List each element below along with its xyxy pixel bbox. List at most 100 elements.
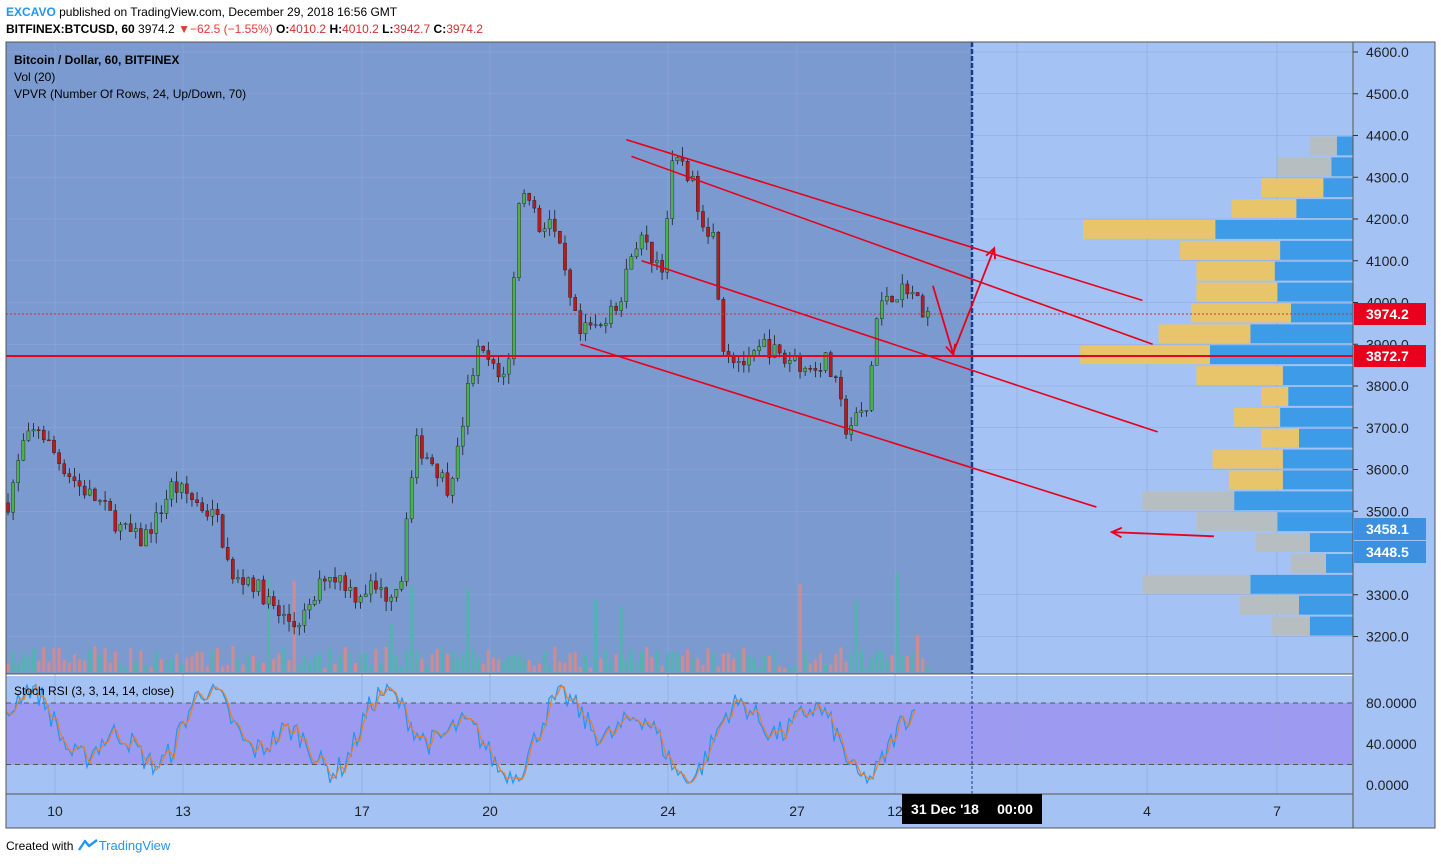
arrow-line: [932, 285, 955, 355]
volume-bar: [900, 655, 904, 672]
time-tick-label: 17: [354, 803, 370, 819]
candle: [384, 587, 388, 602]
candle: [425, 457, 429, 459]
candle: [859, 410, 864, 413]
rsi-tick-label: 80.0000: [1366, 695, 1417, 711]
candle: [174, 481, 179, 493]
volume-bar: [491, 657, 496, 672]
vp-up-bar: [1299, 595, 1353, 615]
candle: [169, 481, 174, 500]
candle: [261, 579, 266, 605]
volume-bar: [824, 664, 828, 672]
price-tick-label: 3500.0: [1366, 503, 1409, 519]
volume-bar: [195, 651, 199, 672]
volume-bar: [16, 662, 20, 672]
rsi-tick-label: 0.0000: [1366, 777, 1409, 793]
candle: [404, 518, 409, 582]
vp-up-bar: [1215, 220, 1353, 239]
volume-bar: [568, 652, 572, 672]
volume-bar: [839, 647, 843, 672]
candle: [834, 376, 838, 378]
grid: [6, 42, 1353, 794]
vp-up-bar: [1280, 240, 1353, 260]
footer: Created with TradingView: [6, 838, 170, 855]
candle: [358, 596, 363, 603]
volume-bar: [711, 653, 715, 672]
candle: [788, 360, 792, 364]
volume-bar: [435, 648, 439, 672]
candle: [399, 581, 404, 590]
candle: [650, 241, 654, 263]
volume-bar: [507, 655, 511, 672]
volume-bar: [358, 654, 363, 672]
volume-bar: [420, 658, 424, 672]
candle: [292, 621, 296, 628]
candle: [47, 439, 51, 442]
volume-bar: [486, 649, 490, 672]
candle: [588, 322, 593, 326]
legend-title: Bitcoin / Dollar, 60, BITFINEX: [14, 53, 179, 67]
candle: [93, 488, 97, 501]
candle: [634, 248, 639, 257]
volume-bar: [236, 658, 240, 672]
volume-bar: [57, 647, 61, 672]
candle: [568, 269, 572, 298]
candle: [598, 324, 603, 326]
candle: [302, 609, 307, 626]
author-link[interactable]: EXCAVO: [6, 5, 56, 19]
candle: [164, 498, 169, 514]
volume-bar: [869, 657, 874, 672]
candle: [726, 351, 731, 356]
volume-bar: [640, 651, 644, 672]
candle: [573, 297, 578, 311]
candle: [440, 472, 445, 479]
candle: [179, 483, 184, 493]
volume-bar: [466, 589, 470, 672]
volume-bar: [6, 663, 10, 672]
volume-bar: [210, 650, 214, 672]
candle: [910, 292, 915, 295]
volume-bar: [134, 662, 138, 672]
vp-up-bar: [1336, 136, 1353, 156]
volume-bar: [502, 661, 506, 672]
candle: [501, 373, 506, 378]
time-tick-label: 7: [1273, 803, 1281, 819]
candle: [895, 299, 899, 303]
vp-down-bar: [1231, 199, 1297, 218]
volume-bar: [149, 667, 153, 672]
candle: [409, 477, 414, 520]
volume-bar: [655, 650, 659, 672]
candle: [338, 575, 342, 583]
candle: [471, 375, 475, 384]
candle: [190, 493, 194, 500]
volume-bar: [113, 651, 117, 672]
candle: [864, 410, 869, 412]
candle: [481, 345, 486, 351]
candle: [512, 277, 516, 360]
candle: [491, 359, 496, 364]
volume-bar: [129, 648, 133, 672]
candle: [307, 604, 312, 611]
candle: [215, 509, 220, 515]
vp-up-bar: [1234, 491, 1353, 511]
candle: [496, 363, 501, 378]
volume-bar: [185, 657, 189, 672]
volume-bar: [374, 648, 378, 672]
candle: [675, 157, 680, 162]
rsi-band: [6, 703, 1353, 765]
candle: [506, 358, 511, 375]
open-value: 4010.2: [289, 22, 327, 36]
tradingview-brand[interactable]: TradingView: [98, 838, 171, 853]
volume-bar: [537, 663, 542, 672]
price-label: 3872.7: [1366, 348, 1409, 364]
vp-neutral-bar: [1142, 491, 1235, 511]
vp-neutral-bar: [1277, 157, 1332, 177]
candle: [655, 260, 659, 263]
volume-bar: [732, 659, 736, 672]
candle: [869, 365, 874, 411]
volume-bar: [297, 665, 301, 672]
vp-neutral-bar: [1272, 616, 1310, 636]
drawings[interactable]: [580, 138, 1214, 539]
tradingview-logo-icon: [77, 838, 99, 855]
